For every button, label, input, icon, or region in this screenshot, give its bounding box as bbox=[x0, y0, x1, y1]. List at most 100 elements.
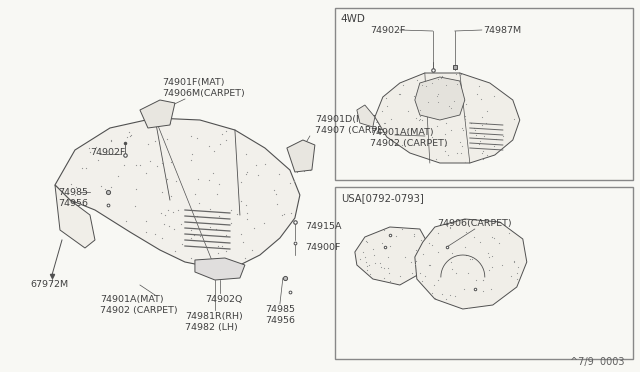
Point bbox=[441, 120, 451, 126]
Point bbox=[391, 233, 401, 239]
Point bbox=[226, 207, 236, 213]
Point bbox=[445, 292, 455, 298]
Point bbox=[221, 128, 231, 134]
Polygon shape bbox=[355, 227, 430, 285]
Point bbox=[362, 239, 372, 245]
Point bbox=[291, 156, 301, 162]
Point bbox=[486, 286, 496, 292]
Point bbox=[431, 93, 442, 99]
Point bbox=[217, 243, 227, 248]
Point bbox=[483, 250, 493, 256]
Point bbox=[465, 256, 475, 262]
Point bbox=[400, 254, 410, 260]
Polygon shape bbox=[415, 77, 465, 120]
Point bbox=[125, 133, 135, 139]
Point bbox=[150, 231, 160, 237]
Point bbox=[465, 121, 476, 126]
Point bbox=[385, 278, 395, 283]
Polygon shape bbox=[357, 105, 375, 127]
Point bbox=[455, 139, 465, 145]
Point bbox=[273, 201, 283, 207]
Point bbox=[243, 216, 253, 222]
Point bbox=[451, 80, 461, 86]
Point bbox=[131, 162, 141, 168]
Point bbox=[124, 129, 134, 135]
Point bbox=[479, 134, 489, 140]
Point bbox=[217, 131, 227, 137]
Point bbox=[474, 83, 484, 89]
Polygon shape bbox=[287, 140, 315, 172]
Point bbox=[445, 224, 455, 230]
Point bbox=[481, 152, 492, 158]
Point bbox=[307, 156, 317, 162]
Point bbox=[446, 105, 456, 111]
Point bbox=[406, 259, 417, 265]
Point bbox=[130, 203, 140, 209]
Point bbox=[285, 211, 296, 217]
Point bbox=[292, 169, 302, 174]
Point bbox=[152, 163, 162, 169]
Point bbox=[396, 91, 406, 97]
Point bbox=[364, 263, 374, 269]
Text: 74982 (LH): 74982 (LH) bbox=[185, 323, 237, 332]
Text: USA[0792-0793]: USA[0792-0793] bbox=[341, 193, 424, 203]
Point bbox=[157, 235, 167, 241]
Point bbox=[430, 295, 440, 301]
Point bbox=[433, 100, 444, 106]
Point bbox=[207, 170, 218, 176]
Point bbox=[433, 230, 444, 236]
Point bbox=[461, 252, 471, 258]
Point bbox=[242, 209, 252, 215]
Point bbox=[380, 120, 390, 126]
Point bbox=[509, 116, 519, 122]
Point bbox=[403, 108, 413, 114]
Point bbox=[379, 120, 389, 126]
Point bbox=[214, 182, 224, 187]
Point bbox=[433, 249, 443, 255]
Point bbox=[487, 264, 497, 270]
Point bbox=[487, 234, 497, 240]
Point bbox=[143, 118, 154, 124]
Point bbox=[239, 255, 250, 261]
Point bbox=[461, 229, 471, 235]
Point bbox=[451, 270, 461, 276]
Point bbox=[209, 148, 220, 154]
Point bbox=[106, 137, 116, 143]
Point bbox=[442, 105, 452, 111]
Text: 74901F(MAT): 74901F(MAT) bbox=[162, 78, 225, 87]
Point bbox=[377, 240, 387, 246]
Text: 74907 (CARPET): 74907 (CARPET) bbox=[315, 126, 392, 135]
Point bbox=[220, 248, 230, 254]
Text: 74906(CARPET): 74906(CARPET) bbox=[438, 219, 512, 228]
Point bbox=[168, 209, 178, 215]
Point bbox=[457, 125, 467, 131]
Point bbox=[385, 243, 396, 249]
Point bbox=[305, 167, 316, 173]
Point bbox=[437, 73, 447, 79]
Point bbox=[456, 150, 466, 156]
Bar bbox=[335, 187, 633, 359]
Point bbox=[214, 141, 225, 147]
Point bbox=[71, 184, 81, 190]
Point bbox=[411, 115, 421, 121]
Point bbox=[249, 225, 259, 231]
Point bbox=[458, 127, 468, 133]
Point bbox=[160, 212, 170, 218]
Point bbox=[225, 220, 236, 226]
Point bbox=[285, 180, 295, 186]
Point bbox=[84, 145, 94, 151]
Point bbox=[360, 254, 370, 260]
Point bbox=[166, 193, 176, 199]
Point bbox=[252, 162, 262, 168]
Point bbox=[444, 152, 454, 158]
Point bbox=[166, 159, 177, 165]
Point bbox=[477, 155, 488, 161]
Point bbox=[437, 291, 447, 297]
Point bbox=[447, 250, 457, 256]
Point bbox=[413, 117, 424, 123]
Point bbox=[140, 114, 150, 120]
Point bbox=[99, 186, 109, 192]
Text: 74901A(MAT): 74901A(MAT) bbox=[100, 295, 164, 304]
Point bbox=[165, 117, 175, 123]
Point bbox=[294, 144, 304, 150]
